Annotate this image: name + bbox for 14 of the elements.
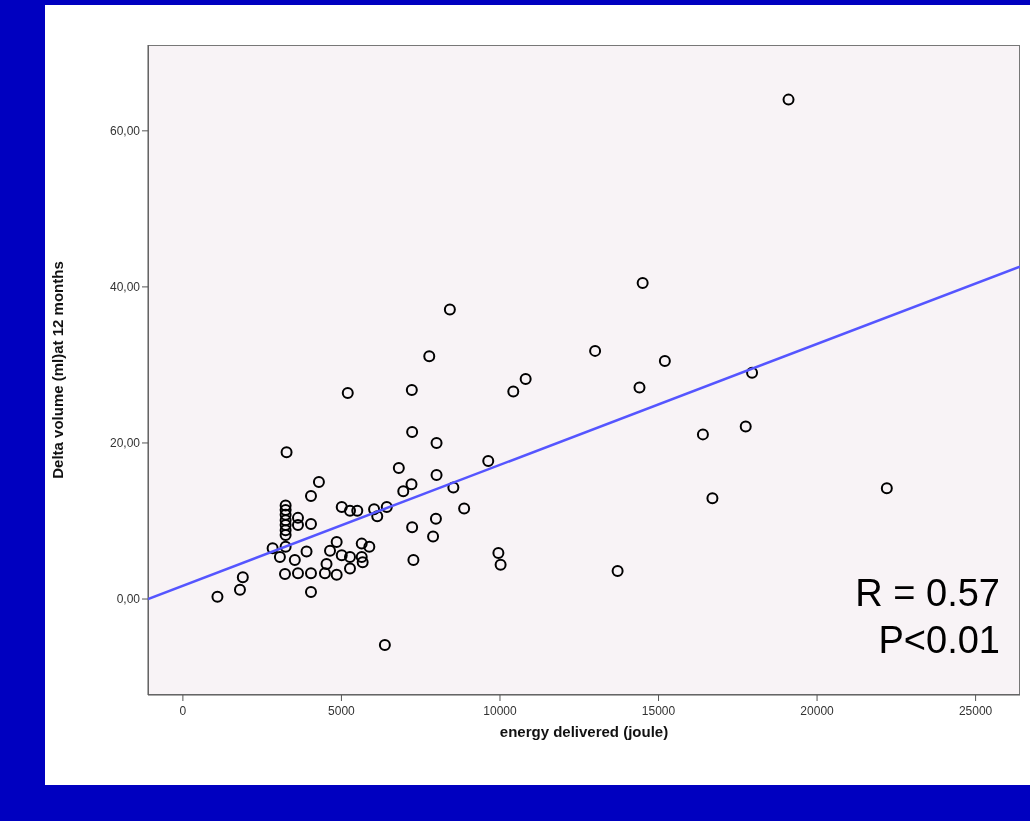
x-tick-label: 25000 — [958, 704, 993, 718]
annotation: R = 0.57 — [855, 571, 1000, 616]
x-tick-label: 0 — [179, 704, 187, 718]
y-tick-label: 0,00 — [116, 592, 141, 607]
y-tick-label: 40,00 — [109, 280, 141, 295]
y-axis-title: Delta volume (ml)at 12 months — [49, 261, 67, 479]
annotation: P<0.01 — [877, 618, 1000, 663]
x-axis-title: energy delivered (joule) — [499, 723, 669, 740]
x-tick-label: 15000 — [641, 704, 676, 718]
y-tick-label: 60,00 — [109, 124, 141, 139]
x-tick-label: 10000 — [483, 704, 517, 718]
x-tick-label: 5000 — [328, 704, 356, 718]
x-tick-label: 20000 — [800, 704, 835, 718]
y-tick-label: 20,00 — [109, 436, 141, 451]
